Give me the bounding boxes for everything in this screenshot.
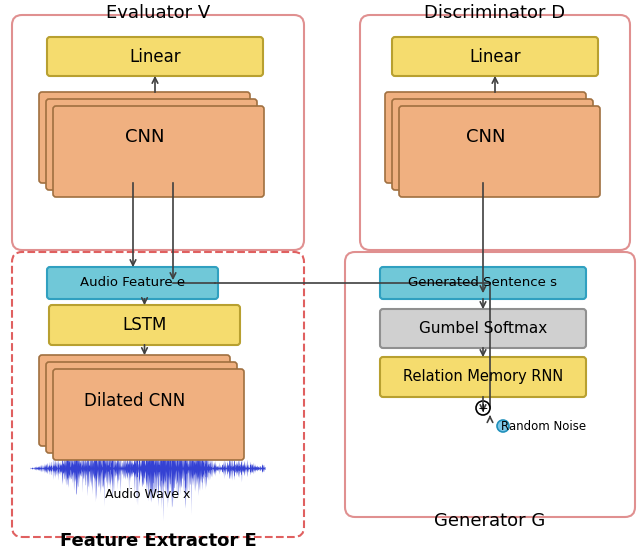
FancyBboxPatch shape (39, 355, 230, 446)
Text: Random Noise: Random Noise (501, 419, 587, 432)
FancyBboxPatch shape (53, 106, 264, 197)
FancyBboxPatch shape (49, 305, 240, 345)
Text: Discriminator D: Discriminator D (424, 4, 566, 22)
Text: LSTM: LSTM (122, 316, 166, 334)
Text: Generated Sentence s: Generated Sentence s (408, 276, 557, 290)
Text: CNN: CNN (466, 129, 505, 146)
Text: Evaluator V: Evaluator V (106, 4, 210, 22)
Text: Gumbel Softmax: Gumbel Softmax (419, 321, 547, 336)
Text: Dilated CNN: Dilated CNN (84, 392, 185, 409)
Text: CNN: CNN (125, 129, 164, 146)
FancyBboxPatch shape (380, 309, 586, 348)
FancyBboxPatch shape (47, 37, 263, 76)
FancyBboxPatch shape (46, 362, 237, 453)
Text: Relation Memory RNN: Relation Memory RNN (403, 369, 563, 384)
Text: Linear: Linear (129, 47, 181, 66)
Text: Audio Wave x: Audio Wave x (105, 487, 190, 501)
FancyBboxPatch shape (399, 106, 600, 197)
Circle shape (476, 401, 490, 415)
Text: Audio Feature e: Audio Feature e (80, 276, 185, 290)
FancyBboxPatch shape (46, 99, 257, 190)
Text: Linear: Linear (469, 47, 521, 66)
FancyBboxPatch shape (53, 369, 244, 460)
FancyBboxPatch shape (47, 267, 218, 299)
Text: Generator G: Generator G (435, 512, 546, 530)
FancyBboxPatch shape (385, 92, 586, 183)
Circle shape (497, 420, 509, 432)
FancyBboxPatch shape (380, 357, 586, 397)
FancyBboxPatch shape (392, 99, 593, 190)
FancyBboxPatch shape (39, 92, 250, 183)
Text: Feature Extractor E: Feature Extractor E (60, 532, 257, 550)
FancyBboxPatch shape (392, 37, 598, 76)
FancyBboxPatch shape (380, 267, 586, 299)
Text: +: + (477, 402, 488, 414)
